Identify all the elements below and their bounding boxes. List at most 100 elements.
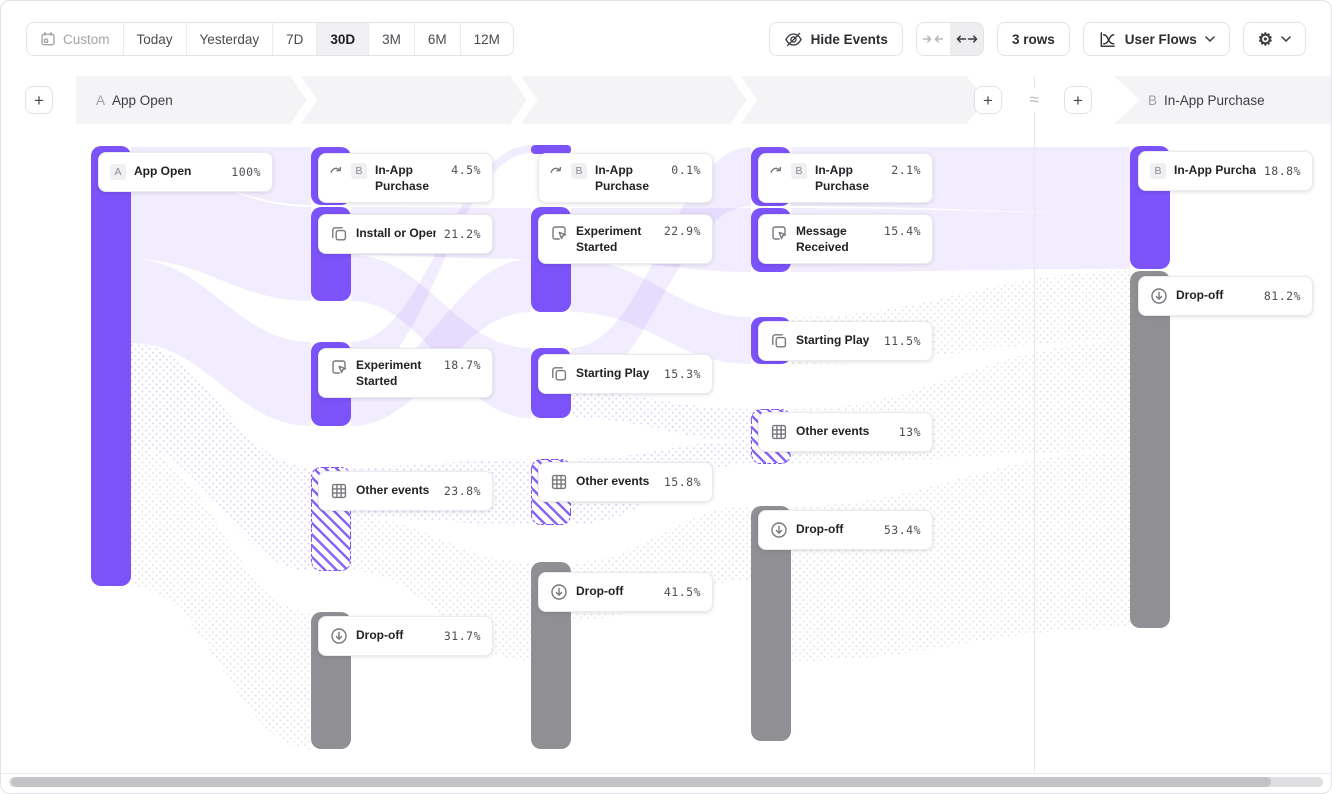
node-label: Experiment Started — [576, 224, 642, 254]
copy-icon — [550, 365, 568, 383]
node-label: In-App Purchase — [1174, 163, 1256, 178]
flow-bar-app-open-col0[interactable] — [91, 146, 131, 586]
add-step-start-button[interactable]: + — [25, 86, 53, 114]
node-label: Other events — [796, 424, 870, 439]
add-step-mid-right-button[interactable]: + — [1064, 86, 1092, 114]
node-label: Install or Open — [356, 226, 436, 241]
event-badge: A — [110, 164, 126, 180]
chevron-separator-icon — [511, 76, 537, 124]
arrows-outward-icon — [956, 32, 978, 46]
dropoff-icon — [1150, 287, 1168, 305]
flow-ribbon — [131, 259, 311, 426]
node-label: Drop-off — [1176, 288, 1224, 303]
node-label: Drop-off — [796, 522, 844, 537]
flow-node-in-app-purchase-col1[interactable]: B In-App Purchase 4.5% — [318, 153, 493, 203]
flow-node-app-open-col0[interactable]: A App Open 100% — [98, 152, 273, 192]
flow-chart-icon — [1098, 30, 1117, 49]
flow-bar-drop-off-col4[interactable] — [1130, 271, 1170, 628]
flow-node-message-received-col3[interactable]: Message Received 15.4% — [758, 214, 933, 264]
date-range-3m[interactable]: 3M — [368, 23, 414, 55]
flow-node-drop-off-col4[interactable]: Drop-off 81.2% — [1138, 276, 1313, 316]
flow-node-starting-play-col2[interactable]: Starting Play 15.3% — [538, 354, 713, 394]
date-range-label: 30D — [330, 31, 356, 47]
flow-node-drop-off-col2[interactable]: Drop-off 41.5% — [538, 572, 713, 612]
flow-node-drop-off-col1[interactable]: Drop-off 31.7% — [318, 616, 493, 656]
step-band-b[interactable]: B In-App Purchase — [1114, 76, 1331, 124]
click-icon — [770, 224, 788, 242]
eye-off-icon — [784, 30, 803, 49]
grid-icon — [550, 473, 568, 491]
add-step-mid-left-button[interactable]: + — [974, 86, 1002, 114]
flow-ribbon — [131, 447, 311, 749]
flow-node-install-or-open-col1[interactable]: Install or Open 21.2% — [318, 214, 493, 254]
view-selector-button[interactable]: User Flows — [1082, 22, 1230, 56]
flow-node-in-app-purchase-col4[interactable]: B In-App Purchase 18.8% — [1138, 151, 1313, 191]
date-range-label: 7D — [286, 31, 304, 47]
node-value: 15.4% — [883, 224, 921, 238]
date-range-12m[interactable]: 12M — [459, 23, 513, 55]
date-range-label: Custom — [63, 31, 110, 47]
date-range-custom[interactable]: Custom — [27, 23, 123, 55]
hide-events-button[interactable]: Hide Events — [768, 22, 903, 56]
node-value: 41.5% — [663, 585, 701, 599]
toolbar-right: Hide Events — [768, 22, 1306, 56]
expand-columns-button[interactable] — [949, 23, 983, 55]
chevron-down-icon — [1281, 36, 1291, 42]
flow-ribbon — [131, 167, 311, 301]
step-band-a[interactable]: A App Open — [76, 76, 986, 124]
step-b-label: In-App Purchase — [1164, 92, 1265, 108]
node-value: 23.8% — [443, 484, 481, 498]
step-a-label-group: A App Open — [96, 76, 173, 124]
flow-node-in-app-purchase-col2[interactable]: B In-App Purchase 0.1% — [538, 153, 713, 203]
date-range-control: Custom Today Yesterday 7D 30D 3M 6M 12M — [26, 22, 514, 56]
node-label: Starting Play — [796, 333, 870, 348]
node-value: 22.9% — [663, 224, 701, 238]
date-range-today[interactable]: Today — [122, 23, 186, 55]
step-a-label: App Open — [112, 92, 173, 108]
flow-node-in-app-purchase-col3[interactable]: B In-App Purchase 2.1% — [758, 153, 933, 203]
node-label: In-App Purchase — [595, 163, 650, 193]
flow-node-other-events-col3[interactable]: Other events 13% — [758, 412, 933, 452]
horizontal-scrollbar[interactable] — [9, 777, 1323, 787]
node-value: 15.3% — [663, 367, 701, 381]
node-value: 2.1% — [891, 163, 921, 177]
date-range-6m[interactable]: 6M — [413, 23, 460, 55]
grid-icon — [770, 423, 788, 441]
copy-icon — [770, 332, 788, 350]
flow-node-other-events-col2[interactable]: Other events 15.8% — [538, 462, 713, 502]
settings-button[interactable]: ⚙ — [1242, 22, 1306, 56]
flow-ribbon — [571, 259, 751, 364]
date-range-yesterday[interactable]: Yesterday — [185, 23, 273, 55]
node-label: In-App Purchase — [815, 163, 870, 193]
panel-divider — [1034, 76, 1035, 773]
node-value: 4.5% — [451, 163, 481, 177]
event-badge: B — [791, 163, 807, 179]
scrollbar-thumb[interactable] — [11, 777, 1271, 787]
event-badge: B — [571, 163, 587, 179]
node-label: App Open — [134, 164, 192, 179]
flow-node-other-events-col1[interactable]: Other events 23.8% — [318, 471, 493, 511]
node-label: Other events — [576, 474, 650, 489]
date-range-30d[interactable]: 30D — [316, 23, 369, 55]
node-value: 18.8% — [1263, 164, 1301, 178]
date-range-label: 3M — [382, 31, 401, 47]
flow-node-starting-play-col3[interactable]: Starting Play 11.5% — [758, 321, 933, 361]
calendar-icon — [40, 31, 56, 47]
flow-node-drop-off-col3[interactable]: Drop-off 53.4% — [758, 510, 933, 550]
arrows-inward-icon — [922, 32, 944, 46]
date-range-7d[interactable]: 7D — [272, 23, 317, 55]
flow-ribbon — [351, 145, 531, 381]
node-label: Drop-off — [356, 628, 404, 643]
rows-button[interactable]: 3 rows — [996, 22, 1070, 56]
flow-ribbon — [571, 147, 751, 392]
flow-node-experiment-started-col2[interactable]: Experiment Started 22.9% — [538, 214, 713, 264]
dropoff-icon — [770, 521, 788, 539]
flow-node-experiment-started-col1[interactable]: Experiment Started 18.7% — [318, 348, 493, 398]
node-value: 0.1% — [671, 163, 701, 177]
canvas-bottom-border — [1, 773, 1331, 774]
node-value: 15.8% — [663, 475, 701, 489]
collapse-columns-button[interactable] — [916, 23, 950, 55]
flow-bar-in-app-purchase-col2[interactable] — [531, 145, 571, 154]
flow-ribbon — [791, 451, 1130, 661]
